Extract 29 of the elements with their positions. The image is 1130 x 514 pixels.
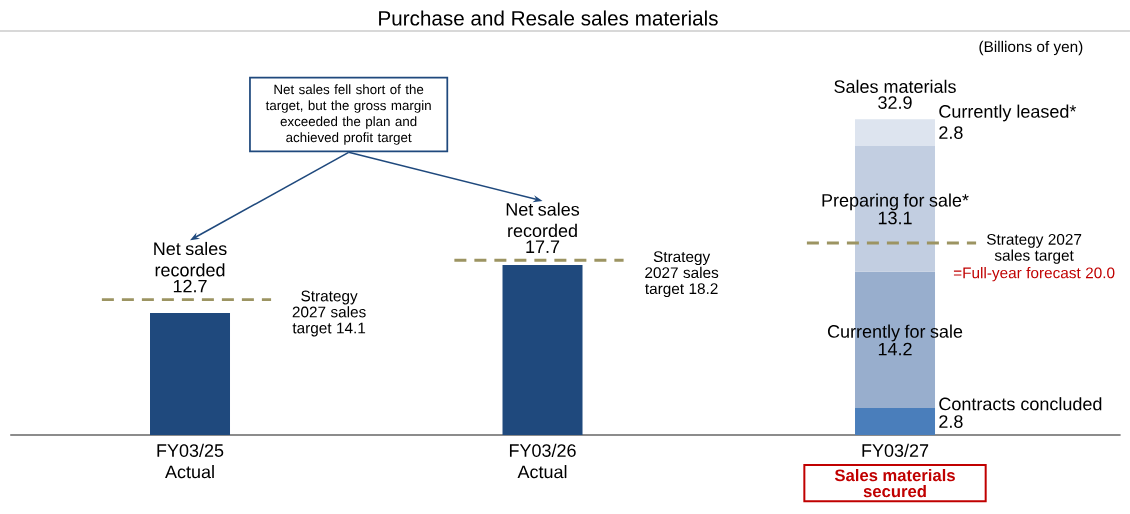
ref-line-label: Strategy 2027 sales target 18.2: [645, 251, 719, 298]
chart-title: Purchase and Resale sales materials: [379, 10, 718, 26]
ref-line-label: Strategy 2027 sales target 14.1: [292, 290, 366, 337]
text: Sales materials: [834, 79, 956, 93]
series-label: Currently leased*: [939, 104, 1077, 122]
bar: [150, 313, 231, 435]
data-label: 2.8: [939, 415, 963, 428]
annotation: =Full-year forecast 20.0: [953, 267, 1115, 282]
x-tick-label: FY03/25 Actual: [157, 443, 224, 479]
data-label: 13.1: [878, 211, 912, 225]
series-label: Currently for sale: [827, 324, 963, 342]
data-label: 17.7: [526, 240, 560, 253]
bar: [855, 119, 936, 147]
data-label: 2.8: [939, 126, 963, 139]
series-label: Preparing for sale*: [822, 193, 969, 211]
legend-label: Net sales recorded: [154, 241, 227, 277]
x-tick-label: FY03/26 Actual: [509, 443, 576, 479]
chart-subtitle: (Billions of yen): [979, 40, 1083, 56]
bar: [502, 265, 583, 435]
text: Net sales recorded: [506, 202, 580, 238]
data-label: 14.2: [878, 342, 912, 356]
bar: [855, 408, 936, 435]
x-tick-label: FY03/27: [862, 443, 929, 457]
series-label: Contracts concluded: [939, 397, 1102, 411]
ref-line-label: Strategy 2027 sales target: [986, 233, 1082, 264]
data-label: 12.7: [173, 279, 207, 293]
annotation: Net sales fell short of the target, but the gross margin exceeded the plan and achieved profit target: [265, 84, 431, 145]
text: Sales materials secured: [834, 468, 955, 498]
total-label: 32.9: [878, 96, 912, 109]
